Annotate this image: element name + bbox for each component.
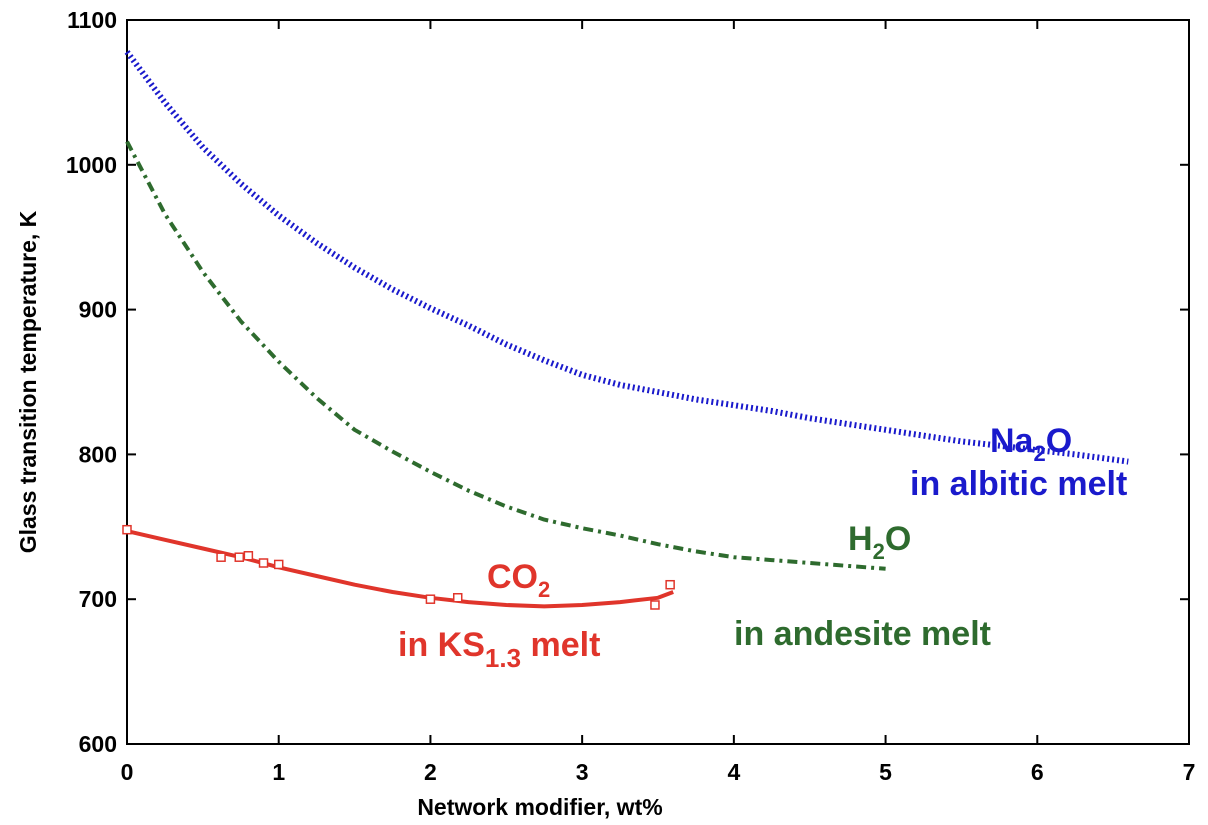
co2-context-base: in KS — [398, 626, 485, 664]
co2-context-sub: 1.3 — [485, 643, 521, 673]
na2o-formula-base: Na — [990, 422, 1035, 460]
co2-data-point — [273, 559, 284, 570]
y-tick-label: 900 — [79, 297, 117, 323]
co2-data-point — [650, 600, 660, 610]
x-axis-title: Network modifier, wt% — [417, 794, 662, 820]
x-tick-label: 7 — [1183, 759, 1196, 785]
co2-data-point — [452, 593, 463, 603]
co2-formula-base: CO — [487, 558, 538, 596]
y-tick-label: 1100 — [67, 7, 117, 33]
co2-label: CO2 — [487, 558, 550, 602]
co2-context: in KS1.3 melt — [398, 626, 600, 673]
y-tick-label: 600 — [79, 731, 117, 757]
h2o-formula-tail: O — [885, 520, 911, 558]
na2o-formula-tail: O — [1046, 422, 1072, 460]
y-tick-label: 1000 — [66, 152, 117, 178]
co2-formula-sub: 2 — [538, 577, 550, 602]
x-tick-label: 4 — [727, 759, 740, 785]
co2-series-line — [126, 529, 674, 609]
na2o-context: in albitic melt — [910, 465, 1127, 503]
h2o-context: in andesite melt — [734, 615, 991, 653]
y-tick-label: 800 — [79, 441, 117, 467]
co2-data-point — [243, 551, 254, 561]
x-tick-label: 5 — [879, 759, 892, 785]
co2-data-point — [216, 552, 226, 562]
na2o-series-line — [124, 50, 1129, 465]
h2o-formula-base: H — [848, 520, 873, 558]
na2o-label: Na2O — [990, 422, 1072, 466]
co2-data-point — [425, 594, 436, 604]
x-tick-label: 6 — [1031, 759, 1044, 785]
h2o-series-line — [125, 140, 886, 571]
ticks: 0 1 2 3 4 5 6 7 600 700 800 900 1000 1100 — [66, 7, 1196, 785]
h2o-label: H2O — [848, 520, 911, 564]
x-tick-label: 3 — [576, 759, 589, 785]
y-axis-title: Glass transition temperature, K — [15, 210, 41, 553]
co2-data-point — [665, 579, 675, 590]
h2o-formula-sub: 2 — [873, 539, 885, 564]
x-tick-label: 1 — [272, 759, 285, 785]
x-tick-label: 2 — [424, 759, 437, 785]
co2-data-point — [122, 524, 132, 535]
y-tick-label: 700 — [79, 586, 117, 612]
na2o-formula-sub: 2 — [1033, 441, 1045, 466]
x-tick-label: 0 — [121, 759, 134, 785]
co2-data-point — [234, 552, 245, 562]
co2-context-tail: melt — [521, 626, 600, 664]
series-layer — [122, 50, 1129, 610]
plot-frame — [126, 19, 1190, 745]
co2-data-point — [258, 558, 269, 568]
